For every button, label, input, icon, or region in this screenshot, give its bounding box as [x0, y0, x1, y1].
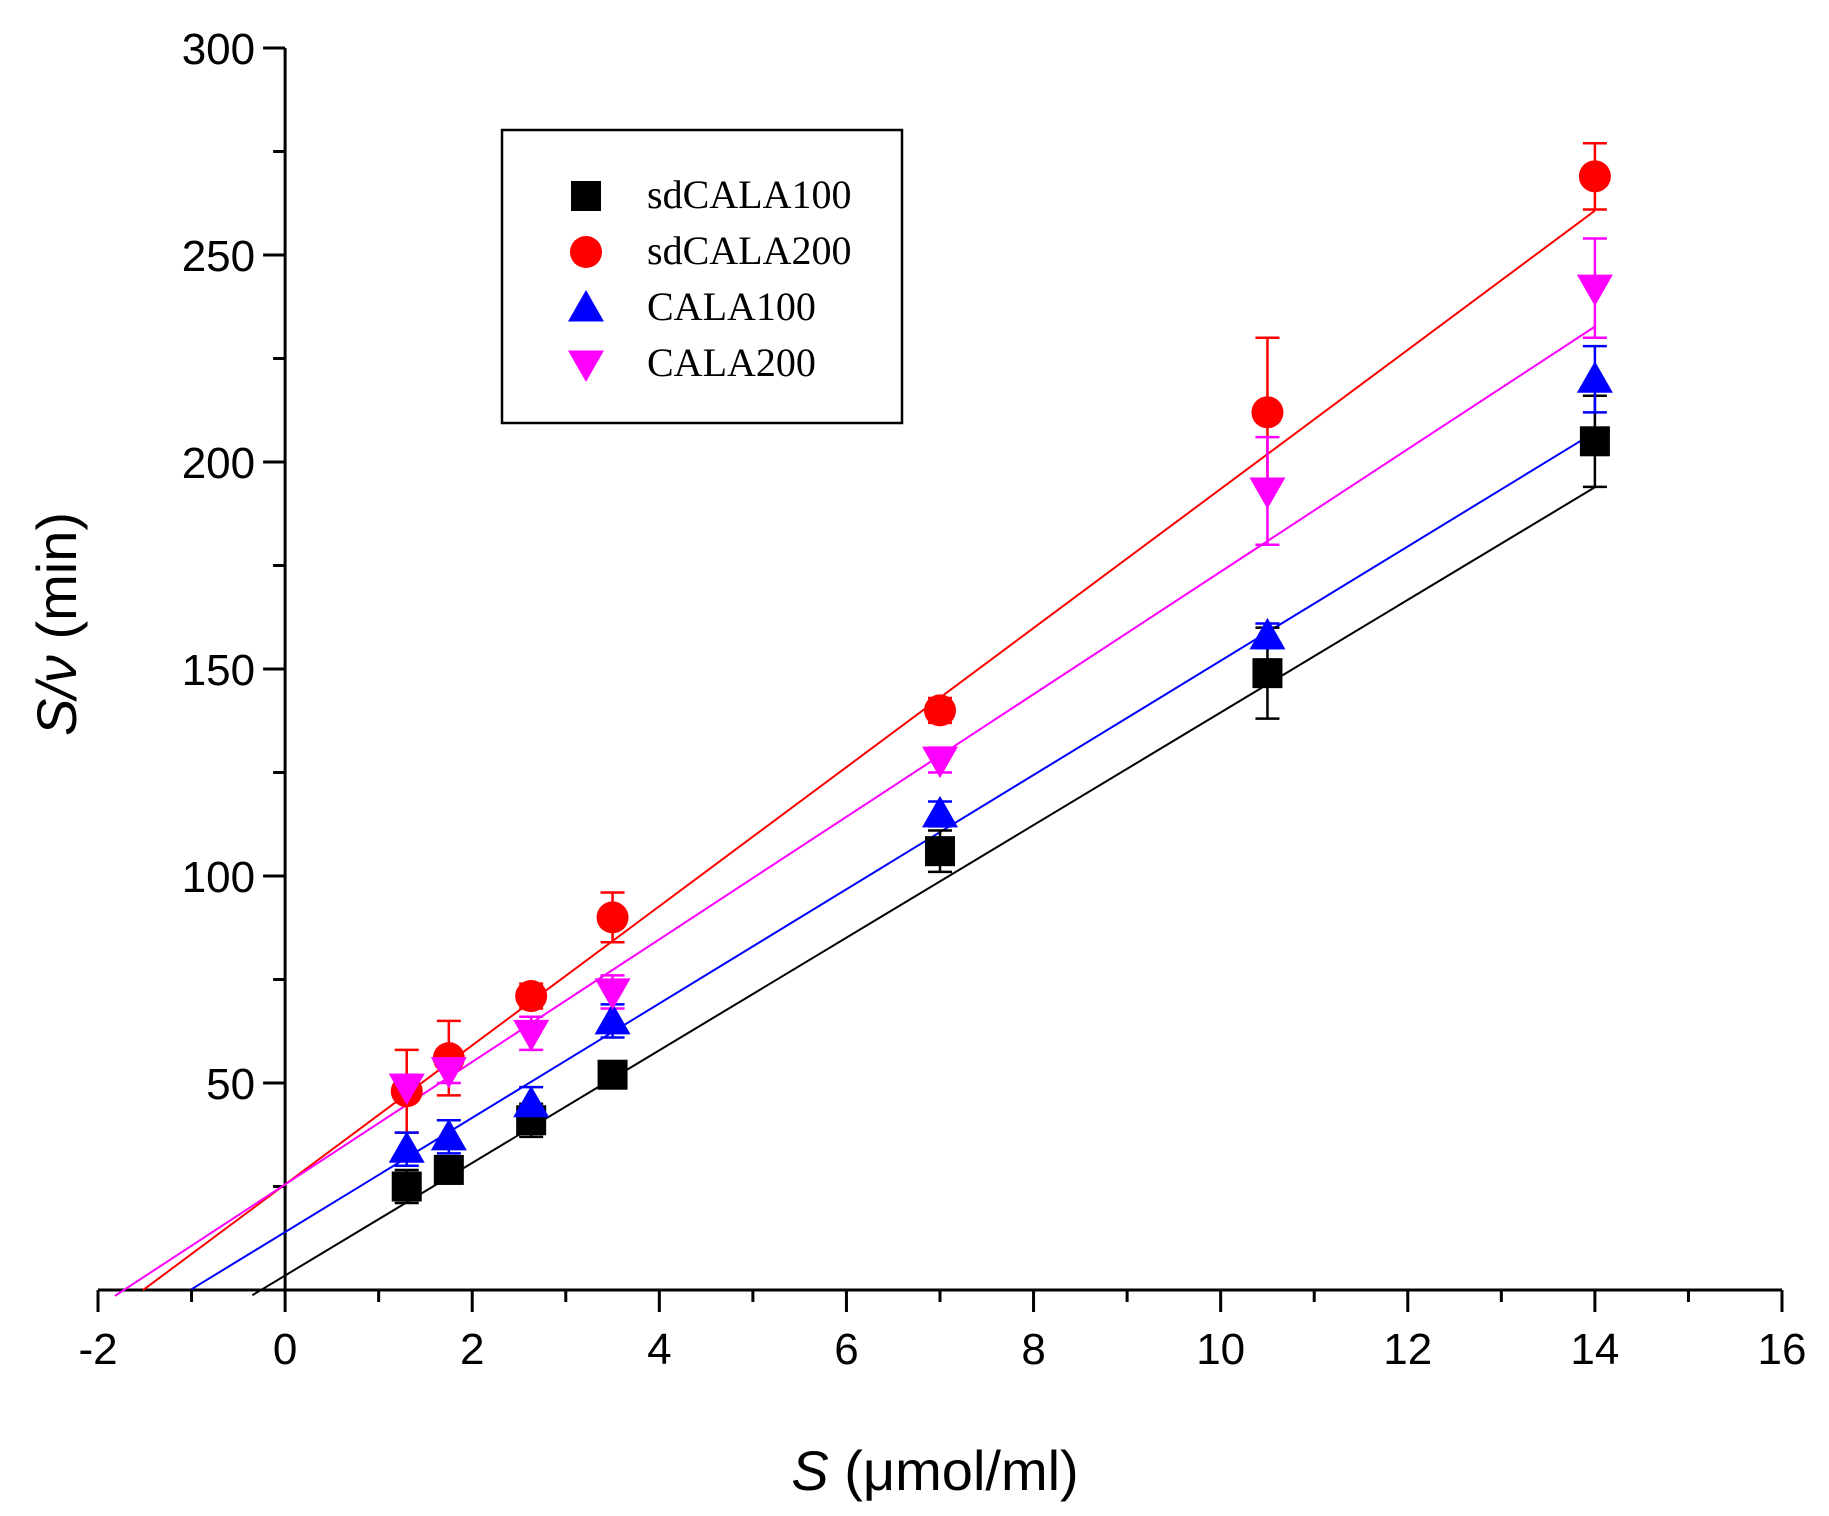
y-tick-label: 100: [182, 853, 255, 902]
point-cala200: [1576, 274, 1613, 307]
x-tick-label: 6: [834, 1325, 858, 1374]
point-cala100: [1576, 361, 1613, 393]
point-sdcala100: [1252, 658, 1283, 689]
point-cala100: [388, 1131, 425, 1163]
x-tick-label: 10: [1196, 1325, 1245, 1374]
x-tick-label: -2: [78, 1325, 117, 1374]
x-tick-label: 8: [1021, 1325, 1045, 1374]
y-tick-label: 200: [182, 439, 255, 488]
point-cala200: [594, 978, 631, 1010]
fit-line-cala100: [191, 431, 1596, 1291]
fit-line-cala200: [114, 325, 1596, 1297]
legend-label: sdCALA200: [647, 228, 851, 273]
x-tick-label: 4: [647, 1325, 671, 1374]
y-tick-label: 300: [182, 25, 255, 74]
y-axis-title: S/ν (min): [25, 512, 88, 736]
x-tick-label: 12: [1383, 1325, 1432, 1374]
x-tick-label: 0: [273, 1325, 297, 1374]
point-cala200: [513, 1019, 550, 1052]
markers: [388, 160, 1613, 1202]
x-axis-title: S (μmol/ml): [791, 1439, 1078, 1502]
point-cala200: [430, 1057, 467, 1089]
legend-box: [500, 128, 904, 425]
legend-marker-sdcala200: [570, 236, 602, 268]
y-tick-label: 150: [182, 646, 255, 695]
axes: -2 0 2 4 6 8 10 12 14 16 50 100 150 200 250 300: [78, 25, 1806, 1374]
fit-line-sdcala200: [142, 209, 1596, 1291]
point-sdcala200: [596, 901, 629, 934]
legend-label: sdCALA100: [647, 172, 851, 217]
point-cala200: [1249, 477, 1286, 509]
legend-item: CALA200: [568, 340, 816, 385]
x-tick-label: 2: [460, 1325, 484, 1374]
point-sdcala100: [433, 1154, 464, 1185]
point-sdcala200: [1251, 396, 1284, 429]
point-sdcala200: [1578, 160, 1611, 193]
legend-marker-cala200: [568, 350, 604, 382]
x-tick-label: 16: [1758, 1325, 1807, 1374]
point-cala100: [430, 1118, 467, 1151]
point-sdcala100: [925, 836, 955, 867]
point-cala100: [1249, 617, 1286, 650]
point-cala100: [594, 1002, 631, 1035]
point-sdcala100: [391, 1171, 422, 1202]
legend-marker-cala100: [568, 290, 604, 322]
legend-item: sdCALA200: [570, 228, 851, 273]
point-cala200: [922, 746, 958, 779]
fit-lines: [114, 209, 1596, 1297]
fit-line-sdcala100: [251, 486, 1596, 1297]
y-tick-label: 250: [182, 232, 255, 281]
legend: sdCALA100 sdCALA200 CALA100 CALA200: [500, 128, 904, 425]
legend-item: sdCALA100: [571, 172, 851, 217]
legend-label: CALA200: [647, 340, 816, 385]
legend-item: CALA100: [568, 284, 816, 329]
point-sdcala100: [1579, 426, 1610, 457]
x-tick-label: 14: [1570, 1325, 1619, 1374]
point-sdcala200: [924, 694, 956, 727]
point-sdcala200: [515, 980, 548, 1013]
point-cala100: [922, 795, 958, 828]
point-cala200: [388, 1073, 425, 1106]
legend-marker-sdcala100: [571, 181, 601, 211]
y-tick-label: 50: [206, 1060, 255, 1109]
legend-label: CALA100: [647, 284, 816, 329]
point-sdcala100: [597, 1059, 628, 1090]
point-cala100: [513, 1085, 550, 1118]
